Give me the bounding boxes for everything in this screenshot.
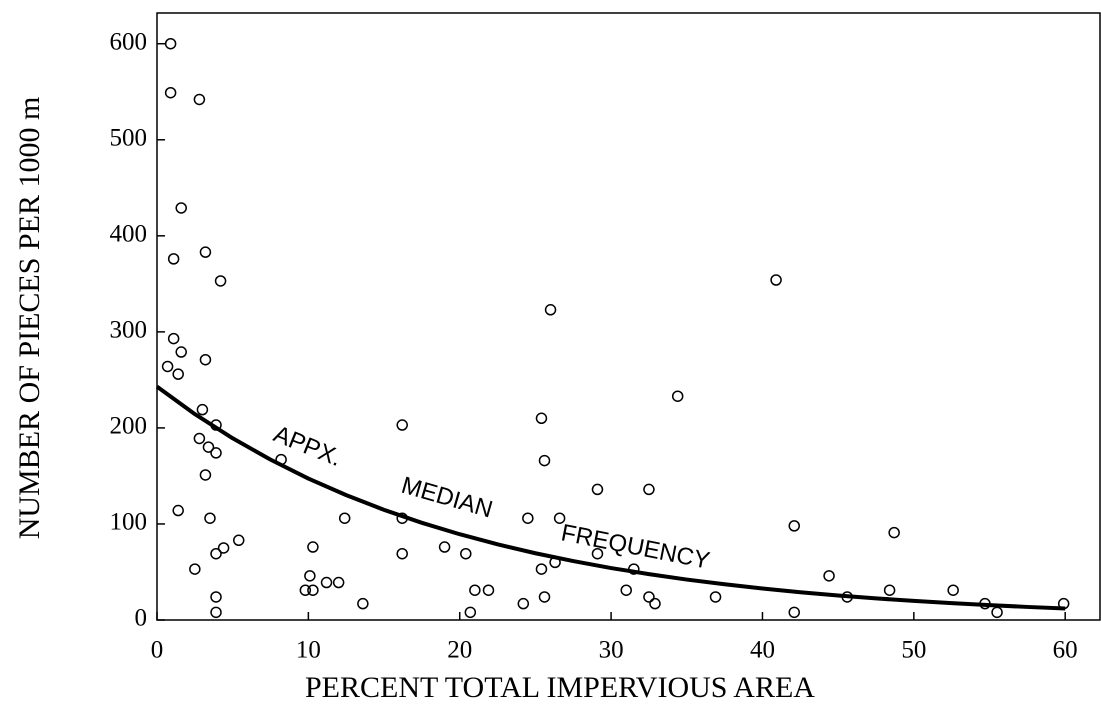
data-point [438,541,451,553]
data-point [643,483,655,496]
y-tick-label: 500 [110,125,148,152]
median-curve [155,384,1066,611]
data-point [522,512,534,524]
y-tick-label: 600 [110,28,148,55]
data-point [591,547,604,560]
data-point [232,534,245,547]
data-point [167,253,180,265]
data-point [823,570,835,582]
data-point [307,541,319,553]
data-point [196,403,209,416]
data-point [164,37,177,50]
data-point [214,275,227,287]
y-tick-label: 200 [110,413,148,440]
data-point [172,368,184,380]
x-tick-label: 60 [1053,637,1078,664]
data-point [947,584,959,596]
x-axis-label: PERCENT TOTAL IMPERVIOUS AREA [305,671,815,704]
annotation: FREQUENCY [559,519,712,574]
data-point [202,441,215,453]
data-point [538,591,551,603]
data-point [299,584,312,596]
y-tick-label: 300 [110,317,148,344]
data-point [553,512,566,524]
data-point [199,246,212,258]
x-tick-label: 0 [151,637,164,664]
data-point [643,591,655,603]
data-point [161,360,174,373]
data-point [199,353,212,366]
data-point [338,512,351,524]
data-point [210,591,222,603]
x-tick-label: 40 [750,637,775,664]
data-point [883,584,896,596]
data-point [991,606,1003,619]
data-point [193,93,206,106]
y-tick-label: 100 [110,509,148,536]
data-point [469,584,481,596]
data-point [591,483,604,496]
x-tick-label: 30 [599,637,624,664]
data-point [482,584,495,596]
data-point [175,346,187,358]
data-point [357,597,369,610]
data-point [210,606,222,619]
data-point [199,469,212,481]
data-point [172,504,184,517]
x-tick-label: 50 [901,637,926,664]
data-point [888,526,900,539]
y-tick-label: 0 [135,605,148,632]
x-tick-label: 20 [447,637,472,664]
y-axis-label: NUMBER OF PIECES PER 1000 m [13,97,46,540]
data-point [620,584,632,596]
data-point [204,512,216,524]
data-point [396,419,408,431]
data-point [788,606,800,619]
data-point [304,570,316,582]
data-point [535,563,548,575]
data-point [167,332,180,345]
annotation: MEDIAN [398,472,495,524]
data-point [709,591,722,603]
data-point [460,547,472,560]
x-tick-label: 10 [296,637,321,664]
data-point [175,202,187,214]
y-tick-label: 400 [110,221,148,248]
data-point [320,576,333,589]
data-point [396,547,408,560]
data-point [193,432,206,445]
data-point [307,584,319,596]
data-point [788,520,800,532]
plot-frame [156,12,1101,621]
data-point [210,547,222,560]
data-point [649,597,661,610]
data-point [464,606,477,619]
data-point [517,597,530,610]
data-point [332,576,345,589]
data-point [770,274,782,286]
data-point [544,304,557,316]
data-point [210,447,222,459]
data-point [217,542,230,554]
data-point [535,412,548,425]
data-point [189,563,201,575]
data-point [538,454,551,467]
data-point [164,86,177,99]
data-point [671,390,684,402]
